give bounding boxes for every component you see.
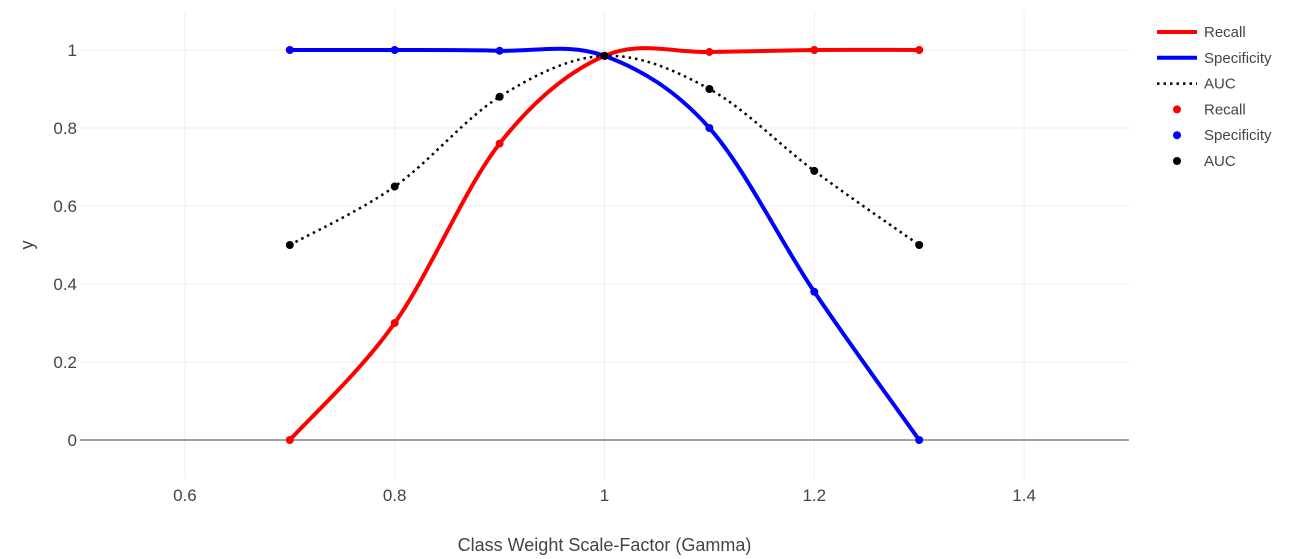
legend-item-specificity[interactable]: Specificity — [1157, 50, 1272, 67]
legend-label: Recall — [1204, 101, 1246, 118]
auc-point — [495, 92, 504, 101]
legend-item-specificity[interactable]: Specificity — [1173, 127, 1272, 144]
legend-marker-recall — [1173, 105, 1181, 114]
legend-label: Recall — [1204, 24, 1246, 41]
recall-point — [705, 47, 714, 56]
specificity-point — [810, 287, 819, 296]
specificity-point — [495, 46, 504, 55]
auc-point — [390, 182, 399, 191]
y-tick-label: 0 — [68, 431, 77, 450]
y-tick-label: 0.4 — [53, 275, 77, 294]
axis-ticks: 0.6 0.8 1 1.2 1.4 0 0.2 0.4 0.6 0.8 1 — [53, 41, 1036, 505]
legend-item-recall[interactable]: Recall — [1173, 101, 1246, 118]
specificity-point — [705, 124, 714, 132]
specificity-point — [915, 436, 924, 444]
legend-item-auc[interactable]: AUC — [1173, 153, 1236, 170]
recall-point — [915, 46, 924, 54]
auc-point — [600, 51, 609, 60]
legend-marker-specificity — [1173, 131, 1181, 140]
legend-marker-auc — [1173, 157, 1181, 165]
auc-point — [810, 166, 819, 175]
legend-item-recall[interactable]: Recall — [1157, 24, 1246, 41]
y-tick-label: 0.8 — [53, 119, 77, 138]
plot-area — [285, 46, 924, 444]
legend-label: AUC — [1204, 153, 1236, 170]
recall-point — [390, 319, 399, 327]
legend-label: Specificity — [1204, 127, 1272, 144]
recall-point — [285, 436, 294, 444]
x-tick-label: 0.6 — [173, 486, 197, 505]
legend-item-auc[interactable]: AUC — [1157, 76, 1236, 93]
legend-label: Specificity — [1204, 50, 1272, 67]
x-tick-label: 1.4 — [1012, 486, 1036, 505]
x-tick-label: 1 — [600, 486, 609, 505]
specificity-point — [390, 46, 399, 54]
specificity-point — [285, 46, 294, 54]
auc-point — [915, 241, 924, 249]
y-tick-label: 0.2 — [53, 353, 77, 372]
legend-label: AUC — [1204, 76, 1236, 93]
grid — [80, 11, 1129, 479]
x-tick-label: 0.8 — [383, 486, 407, 505]
auc-point — [285, 241, 294, 249]
y-tick-label: 0.6 — [53, 197, 77, 216]
auc-point — [705, 85, 714, 93]
recall-point — [495, 139, 504, 148]
y-tick-label: 1 — [68, 41, 77, 60]
recall-point — [810, 46, 819, 54]
y-axis-title: y — [17, 241, 37, 250]
x-tick-label: 1.2 — [802, 486, 826, 505]
legend[interactable]: Recall Specificity AUC Recall Specificity AUC — [1157, 24, 1272, 170]
x-axis-title: Class Weight Scale-Factor (Gamma) — [458, 535, 752, 555]
